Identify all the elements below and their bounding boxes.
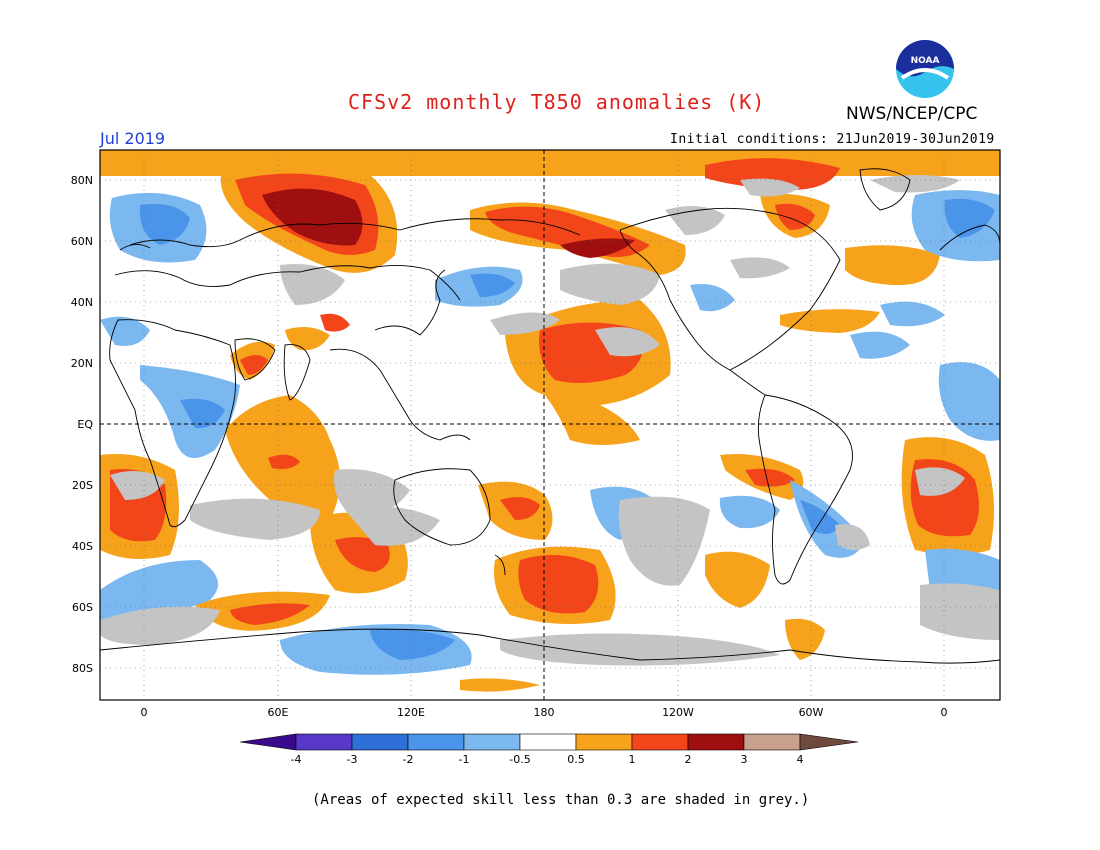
lon-label: 0	[141, 706, 148, 719]
colorbar-segment	[575, 733, 633, 751]
colorbar-tick: -3	[347, 753, 358, 766]
colorbar-tick: -2	[403, 753, 414, 766]
lat-label: 40N	[71, 296, 93, 309]
colorbar-segment	[687, 733, 745, 751]
lon-label: 120E	[397, 706, 425, 719]
colorbar-tick: 2	[685, 753, 692, 766]
lon-labels: 0 60E 120E 180 120W 60W 0	[141, 706, 948, 719]
initial-conditions: Initial conditions: 21Jun2019-30Jun2019	[670, 132, 995, 147]
colorbar-segment	[631, 733, 689, 751]
chart-title: CFSv2 monthly T850 anomalies (K)	[348, 90, 766, 114]
lat-label: EQ	[77, 418, 93, 431]
lat-labels: 80N 60N 40N 20N EQ 20S 40S 60S 80S	[71, 174, 94, 675]
colorbar-segment	[407, 733, 465, 751]
skill-footnote: (Areas of expected skill less than 0.3 a…	[312, 792, 810, 808]
colorbar-segment	[519, 733, 577, 751]
lat-label: 40S	[72, 540, 93, 553]
colorbar-segment	[743, 733, 801, 751]
coastlines	[100, 168, 1000, 664]
colorbar-tick: 1	[629, 753, 636, 766]
low-skill-shading	[100, 175, 1000, 666]
noaa-logo: NOAA	[896, 40, 954, 98]
colorbar-tick: 0.5	[567, 753, 585, 766]
colorbar-segment	[351, 733, 409, 751]
lon-label: 180	[534, 706, 555, 719]
lon-label: 0	[941, 706, 948, 719]
colorbar-tick: 4	[797, 753, 804, 766]
lon-label: 120W	[662, 706, 694, 719]
lat-label: 20S	[72, 479, 93, 492]
colorbar-segment	[295, 733, 353, 751]
lat-label: 80N	[71, 174, 93, 187]
map-frame	[99, 149, 1001, 701]
lat-label: 20N	[71, 357, 93, 370]
anomaly-fields	[100, 150, 1000, 700]
lat-label: 60S	[72, 601, 93, 614]
colorbar-tick: 3	[741, 753, 748, 766]
colorbar-tick: -1	[459, 753, 470, 766]
logo-text: NOAA	[911, 56, 940, 66]
colorbar-tick: -0.5	[509, 753, 530, 766]
forecast-month: Jul 2019	[100, 129, 166, 148]
lon-label: 60E	[268, 706, 289, 719]
organization-label: NWS/NCEP/CPC	[846, 104, 978, 124]
colorbar: -4 -3 -2 -1 -0.5 0.5 1 2 3 4	[239, 733, 859, 766]
colorbar-low-arrow	[239, 733, 297, 751]
lon-label: 60W	[799, 706, 824, 719]
colorbar-high-arrow	[799, 733, 859, 751]
lat-label: 80S	[72, 662, 93, 675]
colorbar-tick: -4	[291, 753, 302, 766]
colorbar-segment	[463, 733, 521, 751]
grid-lines	[100, 150, 1000, 700]
lat-label: 60N	[71, 235, 93, 248]
